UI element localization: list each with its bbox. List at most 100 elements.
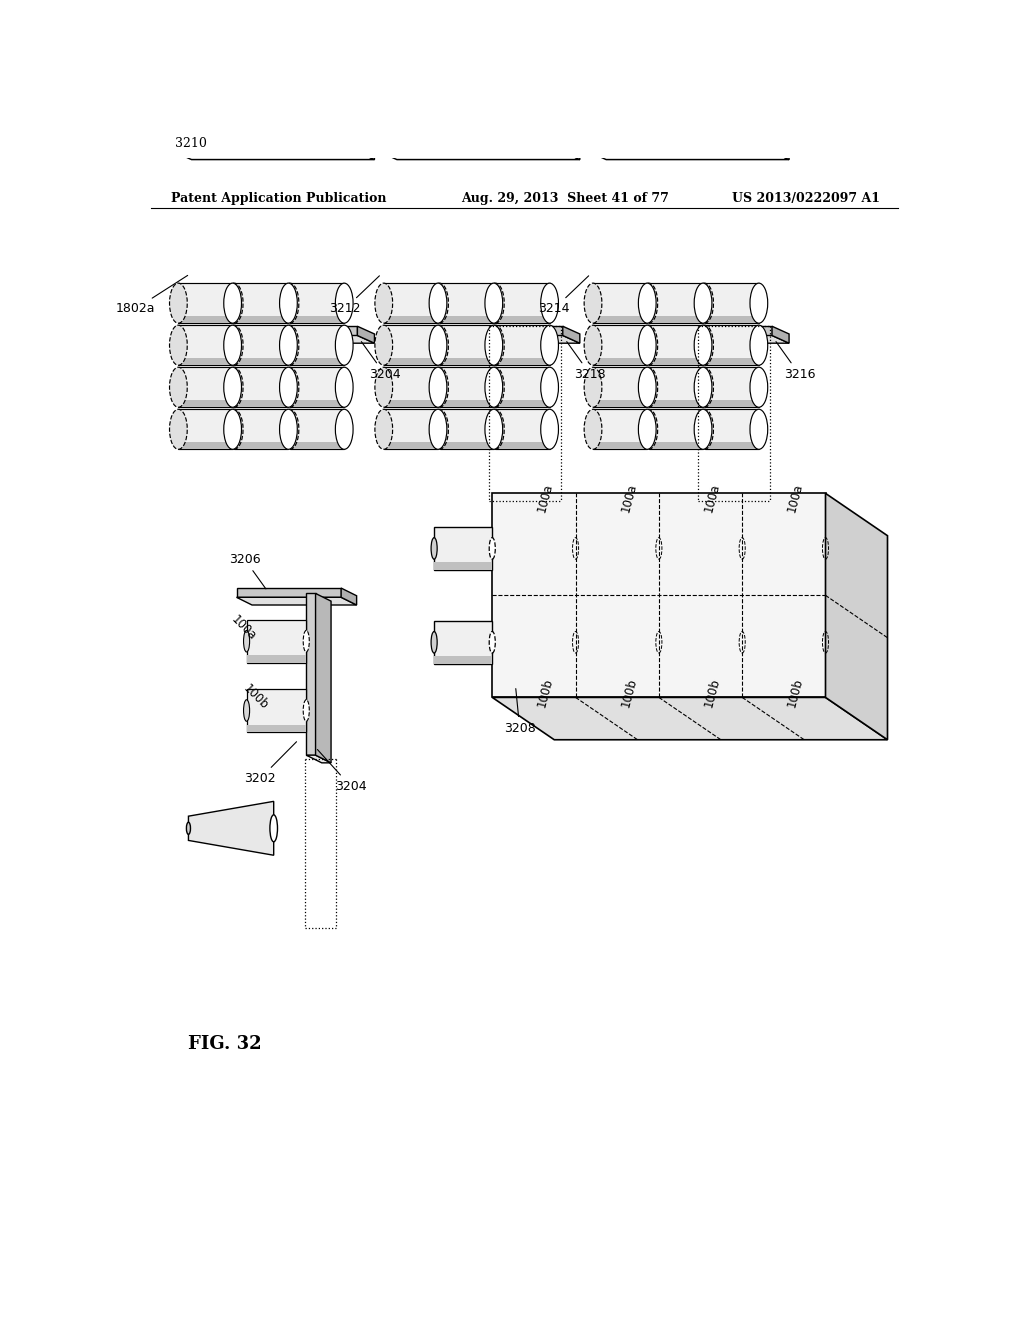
Text: 100a: 100a <box>702 482 722 513</box>
Text: Aug. 29, 2013  Sheet 41 of 77: Aug. 29, 2013 Sheet 41 of 77 <box>461 191 669 205</box>
Polygon shape <box>234 409 289 449</box>
Polygon shape <box>234 315 289 323</box>
Ellipse shape <box>429 284 446 323</box>
Ellipse shape <box>282 325 299 366</box>
Polygon shape <box>237 598 356 605</box>
Polygon shape <box>174 143 357 152</box>
Polygon shape <box>563 326 580 343</box>
Ellipse shape <box>640 325 657 366</box>
Polygon shape <box>384 284 438 323</box>
Ellipse shape <box>431 367 449 408</box>
Polygon shape <box>439 325 494 366</box>
Ellipse shape <box>541 325 558 366</box>
Polygon shape <box>306 594 315 755</box>
Polygon shape <box>178 325 232 366</box>
Text: 3210: 3210 <box>174 136 207 149</box>
Text: 100b: 100b <box>536 677 556 709</box>
Text: Patent Application Publication: Patent Application Publication <box>171 191 386 205</box>
Polygon shape <box>234 358 289 366</box>
Ellipse shape <box>282 367 299 408</box>
Ellipse shape <box>750 409 768 449</box>
Polygon shape <box>649 400 703 408</box>
Polygon shape <box>384 358 438 366</box>
Polygon shape <box>496 325 550 366</box>
Polygon shape <box>384 409 438 449</box>
Ellipse shape <box>244 631 250 652</box>
Ellipse shape <box>303 700 309 721</box>
Polygon shape <box>380 143 563 152</box>
Text: 3216: 3216 <box>776 342 815 381</box>
Polygon shape <box>434 620 493 664</box>
Polygon shape <box>649 325 703 366</box>
Ellipse shape <box>486 325 504 366</box>
Ellipse shape <box>335 409 353 449</box>
Ellipse shape <box>489 537 496 560</box>
Ellipse shape <box>170 325 187 366</box>
Polygon shape <box>439 315 494 323</box>
Ellipse shape <box>486 367 504 408</box>
Text: 100a: 100a <box>228 612 259 643</box>
Polygon shape <box>496 315 550 323</box>
Polygon shape <box>825 494 888 739</box>
Text: 3204: 3204 <box>361 342 400 381</box>
Polygon shape <box>434 527 493 570</box>
Ellipse shape <box>638 284 656 323</box>
Polygon shape <box>705 400 759 408</box>
Polygon shape <box>772 143 790 160</box>
Text: 100b: 100b <box>241 682 270 713</box>
Polygon shape <box>439 409 494 449</box>
Ellipse shape <box>640 284 657 323</box>
Polygon shape <box>174 335 375 343</box>
Polygon shape <box>178 400 232 408</box>
Ellipse shape <box>584 409 602 449</box>
Polygon shape <box>384 325 438 366</box>
Text: 100a: 100a <box>536 482 556 513</box>
Polygon shape <box>178 409 232 449</box>
Polygon shape <box>188 801 273 855</box>
Ellipse shape <box>224 325 242 366</box>
Polygon shape <box>384 367 438 408</box>
Ellipse shape <box>225 409 243 449</box>
Ellipse shape <box>486 284 504 323</box>
Polygon shape <box>178 367 232 408</box>
Ellipse shape <box>224 284 242 323</box>
Polygon shape <box>649 358 703 366</box>
Polygon shape <box>589 335 790 343</box>
Text: 1802a: 1802a <box>116 276 187 315</box>
Polygon shape <box>306 755 331 763</box>
Polygon shape <box>357 143 375 160</box>
Ellipse shape <box>429 367 446 408</box>
Polygon shape <box>589 326 772 335</box>
Text: 3204: 3204 <box>317 750 367 793</box>
Ellipse shape <box>695 325 714 366</box>
Ellipse shape <box>429 409 446 449</box>
Ellipse shape <box>280 409 297 449</box>
Ellipse shape <box>695 367 714 408</box>
Text: 100b: 100b <box>702 677 722 709</box>
Polygon shape <box>705 442 759 449</box>
Ellipse shape <box>694 284 712 323</box>
Ellipse shape <box>486 409 504 449</box>
Polygon shape <box>174 152 375 160</box>
Text: 3212: 3212 <box>329 276 380 315</box>
Polygon shape <box>439 400 494 408</box>
Ellipse shape <box>431 537 437 560</box>
Polygon shape <box>380 326 563 335</box>
Polygon shape <box>705 409 759 449</box>
Ellipse shape <box>584 284 602 323</box>
Ellipse shape <box>750 325 768 366</box>
Polygon shape <box>493 494 825 697</box>
Ellipse shape <box>584 325 602 366</box>
Polygon shape <box>357 326 375 343</box>
Polygon shape <box>439 284 494 323</box>
Text: US 2013/0222097 A1: US 2013/0222097 A1 <box>732 191 880 205</box>
Ellipse shape <box>750 284 768 323</box>
Ellipse shape <box>429 325 446 366</box>
Ellipse shape <box>244 700 250 721</box>
Polygon shape <box>247 655 306 663</box>
Polygon shape <box>290 400 344 408</box>
Ellipse shape <box>485 284 503 323</box>
Polygon shape <box>290 284 344 323</box>
Ellipse shape <box>431 631 437 653</box>
Ellipse shape <box>270 814 278 842</box>
